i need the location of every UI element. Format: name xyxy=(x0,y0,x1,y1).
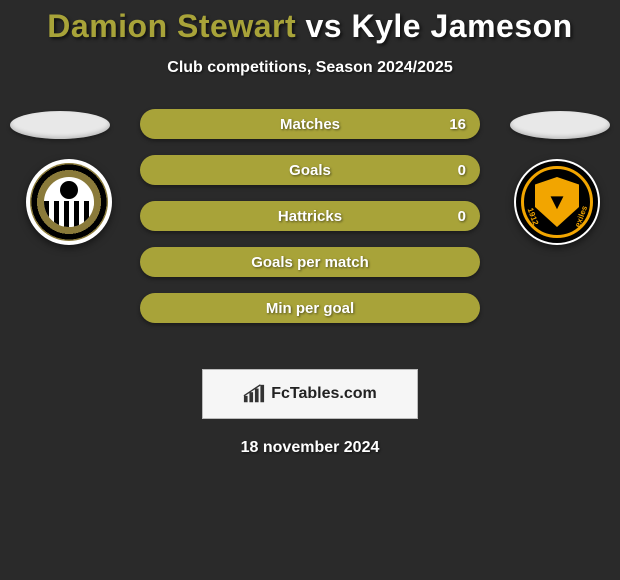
player1-value-pill xyxy=(10,111,110,139)
newport-county-crest: ▼ 1912 exiles xyxy=(516,161,598,243)
stat-value-right: 16 xyxy=(449,116,466,133)
ball-icon xyxy=(60,181,78,199)
title-vs: vs xyxy=(296,8,351,44)
player1-club-badge xyxy=(26,159,112,245)
stat-value-right: 0 xyxy=(458,208,466,225)
player2-club-badge: ▼ 1912 exiles xyxy=(514,159,600,245)
barchart-icon xyxy=(243,384,265,404)
stat-label: Matches xyxy=(280,116,340,133)
stat-label: Goals per match xyxy=(251,254,369,271)
stat-bar-hattricks: Hattricks 0 xyxy=(140,201,480,231)
stat-label: Min per goal xyxy=(266,300,354,317)
subtitle: Club competitions, Season 2024/2025 xyxy=(0,59,620,77)
shield-icon: ▼ xyxy=(546,189,568,215)
notts-county-crest xyxy=(30,163,108,241)
stat-value-right: 0 xyxy=(458,162,466,179)
player1-name: Damion Stewart xyxy=(47,8,296,44)
stat-bar-matches: Matches 16 xyxy=(140,109,480,139)
player2-name: Kyle Jameson xyxy=(351,8,572,44)
stat-bars: Matches 16 Goals 0 Hattricks 0 Goals per… xyxy=(140,109,480,339)
snapshot-date: 18 november 2024 xyxy=(0,439,620,457)
stat-bar-goals-per-match: Goals per match xyxy=(140,247,480,277)
stat-bar-goals: Goals 0 xyxy=(140,155,480,185)
stat-label: Goals xyxy=(289,162,331,179)
watermark-badge: FcTables.com xyxy=(202,369,418,419)
player2-value-pill xyxy=(510,111,610,139)
stripes-icon xyxy=(44,201,94,227)
stat-bar-min-per-goal: Min per goal xyxy=(140,293,480,323)
stat-label: Hattricks xyxy=(278,208,342,225)
watermark-text: FcTables.com xyxy=(271,385,377,403)
comparison-stage: ▼ 1912 exiles Matches 16 Goals 0 Hattric… xyxy=(0,109,620,359)
page-title: Damion Stewart vs Kyle Jameson xyxy=(0,0,620,45)
